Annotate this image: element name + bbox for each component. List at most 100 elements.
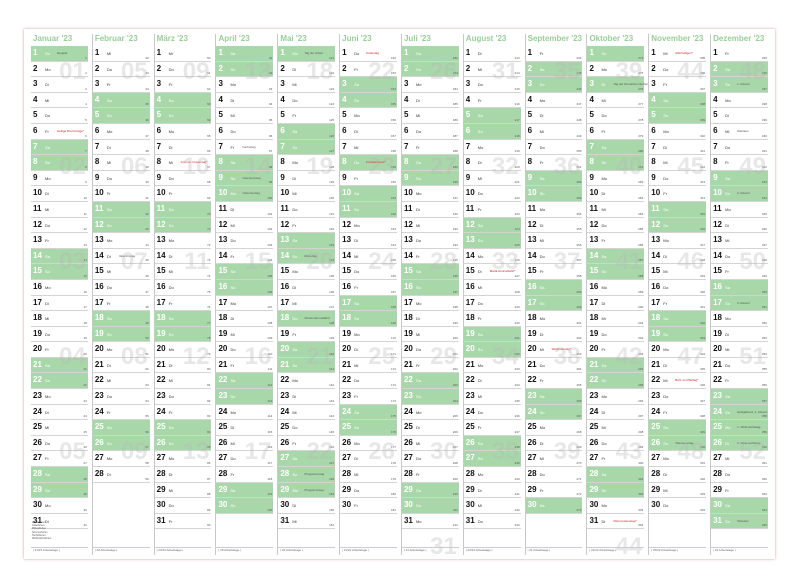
day-row[interactable]: 16 Mo 289 [587, 280, 645, 296]
day-row[interactable]: 14 Fr 195 [401, 249, 459, 265]
day-row[interactable]: 14 So 134 Muttertag [278, 248, 336, 265]
day-row[interactable]: 4 Fr 216 [463, 93, 521, 109]
day-row[interactable]: 9 Sa 343 [711, 170, 768, 187]
day-row[interactable]: 6 Fr 279 [587, 124, 645, 140]
day-row[interactable]: 24 Di 24 [31, 405, 88, 421]
day-row[interactable]: 5 Do 5 [31, 108, 88, 124]
day-row[interactable]: 8 Fr 342 [711, 155, 768, 171]
day-row[interactable]: 3 Fr 34 [92, 77, 150, 93]
day-row[interactable]: 7 Fr 97 Karfreitag [216, 140, 274, 156]
day-row[interactable]: 23 Di 143 [278, 389, 336, 405]
day-row[interactable]: 9 Di 129 [278, 171, 336, 187]
day-row[interactable]: 29 Sa 210 [401, 482, 459, 499]
day-row[interactable]: 14 Di 73 [154, 249, 212, 265]
day-row[interactable]: 12 Mi 102 [216, 218, 274, 234]
day-row[interactable]: 16 Fr 167 [340, 280, 397, 296]
day-row[interactable]: 20 Mo 324 [649, 342, 707, 358]
day-row[interactable]: 23 Do 54 [92, 389, 150, 405]
day-row[interactable]: 11 Do 131 [278, 202, 336, 218]
day-row[interactable]: 17 Mo 107 [216, 296, 274, 312]
day-row[interactable]: 26 Di 269 [525, 436, 583, 452]
day-row[interactable]: 22 So 22 [31, 373, 88, 390]
day-row[interactable]: 31 Di 31 [31, 514, 88, 530]
day-row[interactable]: 16 So 106 [216, 279, 274, 296]
day-row[interactable]: 12 Do 12 [31, 218, 88, 234]
day-row[interactable]: 28 Mi 179 [340, 467, 397, 483]
day-row[interactable]: 6 Mi 249 [525, 124, 583, 140]
day-row[interactable]: 3 Mi 123 [278, 77, 336, 93]
day-row[interactable]: 20 Do 110 [216, 342, 274, 358]
day-row[interactable]: 19 So 323 [649, 326, 707, 343]
day-row[interactable]: 20 Fr 20 [31, 342, 88, 358]
day-row[interactable]: 27 Sa 147 [278, 451, 336, 468]
day-row[interactable]: 26 Mo 177 [340, 436, 397, 452]
day-row[interactable]: 27 Di 178 [340, 451, 397, 468]
day-row[interactable]: 19 Do 19 [31, 327, 88, 343]
day-row[interactable]: 6 Do 96 [216, 124, 274, 140]
day-row[interactable]: 27 Mi 361 [711, 451, 768, 468]
day-row[interactable]: 26 Do 299 [587, 436, 645, 452]
day-row[interactable]: 5 So 309 [649, 108, 707, 124]
day-row[interactable]: 15 Mi 319 [649, 264, 707, 280]
day-row[interactable]: 9 So 190 [401, 170, 459, 187]
day-row[interactable]: 7 Di 66 [154, 140, 212, 156]
day-row[interactable]: 25 Mo 268 [525, 420, 583, 436]
day-row[interactable]: 2 Do 33 [92, 62, 150, 78]
day-row[interactable]: 13 Mi 347 [711, 233, 768, 249]
day-row[interactable]: 30 Mi 242 [463, 498, 521, 514]
day-row[interactable]: 31 Mo 212 [401, 514, 459, 530]
day-row[interactable]: 26 So 330 Totensonntag [649, 435, 707, 452]
day-row[interactable]: 17 Sa 168 [340, 295, 397, 312]
day-row[interactable]: 11 So 162 [340, 201, 397, 218]
day-row[interactable]: 5 Do 278 [587, 108, 645, 124]
day-row[interactable]: 15 Mi 46 [92, 264, 150, 280]
day-row[interactable]: 6 Fr 6 Heilige Drei Könige* [31, 124, 88, 140]
day-row[interactable]: 22 Mi 81 [154, 373, 212, 390]
day-row[interactable]: 24 So 267 [525, 404, 583, 421]
day-row[interactable]: 7 Mo 219 [463, 140, 521, 156]
day-row[interactable]: 8 Do 159 Fronleichnam* [340, 155, 397, 171]
day-row[interactable]: 22 Fr 265 [525, 373, 583, 390]
day-row[interactable]: 18 Sa 49 [92, 311, 150, 327]
day-row[interactable]: 29 Fr 363 [711, 483, 768, 499]
day-row[interactable]: 8 Mi 39 [92, 155, 150, 171]
day-row[interactable]: 26 Sa 238 [463, 435, 521, 452]
day-row[interactable]: 24 Fr 55 [92, 405, 150, 421]
day-row[interactable]: 11 Di 192 [401, 202, 459, 218]
day-row[interactable]: 28 So 148 Pfingstsonntag [278, 467, 336, 483]
day-row[interactable]: 16 Do 320 [649, 280, 707, 296]
day-row[interactable]: 10 So 253 [525, 186, 583, 202]
day-row[interactable]: 18 Mo 261 [525, 311, 583, 327]
day-row[interactable]: 7 Sa 7 [31, 139, 88, 156]
day-row[interactable]: 10 Sa 161 [340, 186, 397, 202]
day-row[interactable]: 18 Di 199 [401, 311, 459, 327]
day-row[interactable]: 13 Mo 44 [92, 233, 150, 249]
day-row[interactable]: 31 Mi 151 [278, 514, 336, 530]
day-row[interactable]: 5 Mi 95 [216, 108, 274, 124]
day-row[interactable]: 30 Do 89 [154, 498, 212, 514]
day-row[interactable]: 30 Do 334 [649, 498, 707, 514]
day-row[interactable]: 6 Mo 310 [649, 124, 707, 140]
day-row[interactable]: 14 Di 45 Valentinstag [92, 249, 150, 265]
day-row[interactable]: 27 So 239 [463, 451, 521, 468]
day-row[interactable]: 24 So 358 Heiligabend, 4. Advent [711, 404, 768, 421]
day-row[interactable]: 28 Sa 301 [587, 467, 645, 483]
day-row[interactable]: 4 Sa 63 [154, 92, 212, 109]
day-row[interactable]: 11 Mi 284 [587, 202, 645, 218]
day-row[interactable]: 16 Mo 16 [31, 280, 88, 296]
day-row[interactable]: 5 Mo 156 [340, 108, 397, 124]
day-row[interactable]: 20 Di 171 [340, 342, 397, 358]
day-row[interactable]: 23 Sa 266 [525, 389, 583, 405]
day-row[interactable]: 28 Di 87 [154, 467, 212, 483]
day-row[interactable]: 25 Di 206 [401, 420, 459, 436]
day-row[interactable]: 24 Mo 205 [401, 405, 459, 421]
day-row[interactable]: 3 Mo 184 [401, 77, 459, 93]
day-row[interactable]: 15 Fr 258 [525, 264, 583, 280]
day-row[interactable]: 22 Mi 326 Buß- und Bettag* [649, 373, 707, 390]
day-row[interactable]: 10 Mi 130 [278, 186, 336, 202]
day-row[interactable]: 7 Do 250 [525, 140, 583, 156]
day-row[interactable]: 17 So 260 [525, 295, 583, 312]
day-row[interactable]: 14 Do 257 [525, 249, 583, 265]
day-row[interactable]: 7 Mi 158 [340, 140, 397, 156]
day-row[interactable]: 12 Mi 193 [401, 218, 459, 234]
